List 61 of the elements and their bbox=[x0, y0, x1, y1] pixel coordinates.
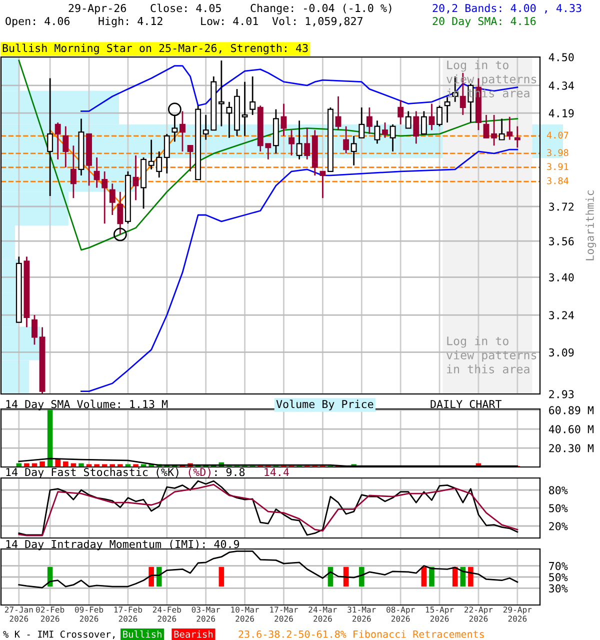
y-tick-label: 3.09 bbox=[549, 348, 574, 357]
text: Bearish bbox=[174, 630, 213, 638]
text: Bullish bbox=[123, 630, 162, 638]
text: Vol: 1,059,827 bbox=[272, 16, 362, 27]
series-label: (%K) bbox=[156, 468, 178, 478]
text: : 9.8 bbox=[215, 468, 245, 476]
y-tick-label: 3.56 bbox=[549, 237, 574, 246]
x-tick-label: 15-Apr 2026 bbox=[426, 606, 454, 622]
x-tick-label: 08-Apr 2026 bbox=[386, 606, 415, 622]
y-tick-label: 50% bbox=[549, 504, 568, 512]
chart-title: 14 Day Intraday Momentum (IMI): 40.9 bbox=[6, 540, 240, 550]
y-tick-label: 3.24 bbox=[549, 311, 574, 320]
ref-line-label: 4.07 bbox=[546, 132, 568, 139]
y-tick-label: 4.19 bbox=[548, 109, 574, 118]
x-tick-label: 09-Feb 2026 bbox=[74, 606, 104, 622]
series-label: (%D) bbox=[188, 468, 210, 478]
text: Open: 4.06 bbox=[6, 16, 70, 28]
y-tick-label: 60.89 M bbox=[549, 406, 594, 414]
y-tick-label: 4.34 bbox=[548, 82, 574, 90]
annotation: Log in to view patterns in this area bbox=[446, 336, 536, 374]
text: 20,2 Bands: 4.00 , 4.33 bbox=[432, 4, 582, 14]
text: Low: 4.01 bbox=[201, 16, 258, 26]
ref-line-label: 3.91 bbox=[547, 163, 568, 170]
x-tick-label: 27-Jan 2026 bbox=[4, 606, 33, 622]
chart-title: 14 Day Fast Stochastic bbox=[6, 468, 148, 478]
text: 14.4 bbox=[264, 468, 289, 476]
text: 20 Day SMA: 4.16 bbox=[432, 16, 536, 28]
y-tick-label: 3.72 bbox=[549, 202, 574, 211]
x-tick-label: 17-Feb 2026 bbox=[114, 606, 142, 622]
x-tick-label: 02-Feb 2026 bbox=[36, 606, 64, 622]
text: 23.6-38.2-50-61.8% Fibonacci Retracements bbox=[238, 630, 484, 638]
x-tick-label: 22-Apr 2026 bbox=[464, 606, 493, 622]
x-tick-label: 29-Apr 2026 bbox=[503, 606, 532, 622]
x-tick-label: 03-Mar 2026 bbox=[192, 606, 220, 622]
y-tick-label: 50% bbox=[549, 573, 568, 582]
text: High: 4.12 bbox=[98, 16, 162, 28]
y-tick-label: 80% bbox=[549, 486, 568, 494]
text: Change: -0.04 (-1.0 %) bbox=[250, 4, 392, 14]
ref-line-label: 3.84 bbox=[547, 177, 568, 184]
y-tick-label: 20% bbox=[549, 522, 568, 530]
x-tick-label: 24-Mar 2026 bbox=[308, 606, 337, 622]
y-tick-label: 40.60 M bbox=[548, 425, 594, 434]
chart-title: 14 Day SMA Volume: 1.13 M bbox=[6, 400, 168, 410]
y-tick-label: 3.40 bbox=[549, 273, 574, 282]
y-tick-label: 2.93 bbox=[549, 390, 574, 398]
text: % K - IMI Crossover, bbox=[3, 630, 115, 639]
x-tick-label: 31-Mar 2026 bbox=[348, 606, 376, 622]
y-tick-label: 4.50 bbox=[548, 53, 574, 62]
text: 29-Apr-26 bbox=[68, 4, 126, 14]
text: Volume By Price bbox=[276, 400, 374, 410]
chart-title: Bullish Morning Star on 25-Mar-26, Strength: 43 bbox=[2, 44, 308, 54]
y-tick-label: 20.30 M bbox=[549, 444, 594, 452]
text: DAILY CHART bbox=[430, 400, 502, 408]
x-tick-label: 24-Feb 2026 bbox=[152, 606, 181, 622]
ref-line-label: 3.98 bbox=[547, 149, 568, 156]
x-tick-label: 17-Mar 2026 bbox=[270, 606, 298, 622]
y-tick-label: 30% bbox=[549, 584, 568, 592]
y-tick-label: 70% bbox=[549, 562, 568, 570]
text: Close: 4.05 bbox=[150, 4, 221, 12]
y-axis-title: Logarithmic bbox=[586, 190, 596, 260]
x-tick-label: 10-Mar 2026 bbox=[231, 606, 260, 622]
